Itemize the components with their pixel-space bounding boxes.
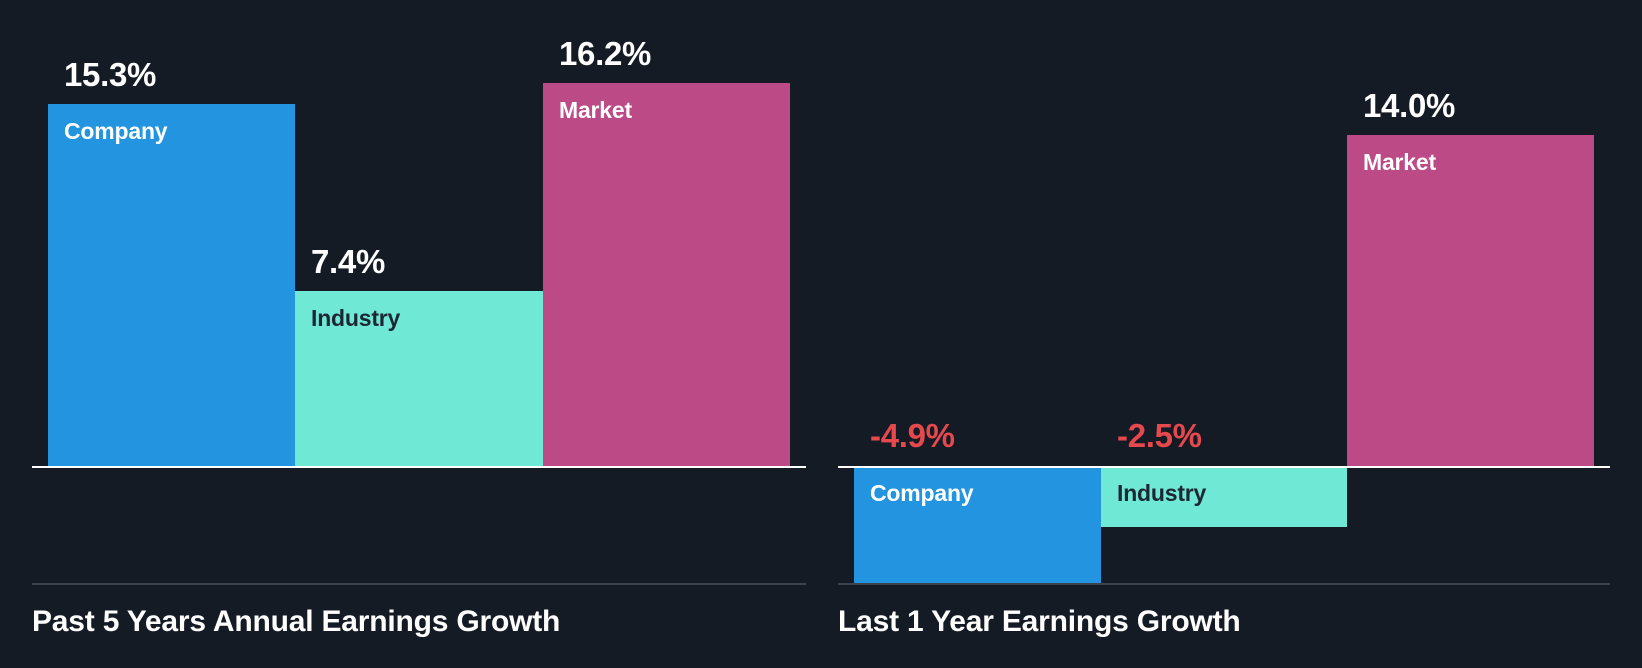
value-label-industry: -2.5% <box>1117 417 1202 454</box>
bar-label-market: Market <box>559 96 632 123</box>
bar-label-industry: Industry <box>311 304 401 331</box>
value-label-market: 14.0% <box>1363 86 1456 124</box>
bar-company: Company <box>854 468 1101 583</box>
chart-title: Past 5 Years Annual Earnings Growth <box>32 605 561 638</box>
bottom-divider <box>32 583 806 585</box>
chart-title: Last 1 Year Earnings Growth <box>838 605 1241 638</box>
bar-industry: Industry <box>1101 468 1347 528</box>
bar-industry: Industry <box>295 290 543 466</box>
value-label-company: 15.3% <box>64 56 157 94</box>
zero-axis-line <box>838 466 1610 468</box>
bar-company: Company <box>48 104 295 466</box>
bar-label-company: Company <box>64 118 168 145</box>
value-label-market: 16.2% <box>559 34 652 72</box>
bar-label-industry: Industry <box>1117 480 1207 506</box>
value-label-company: -4.9% <box>870 417 955 454</box>
zero-axis-line <box>32 466 806 468</box>
bottom-divider <box>838 583 1610 585</box>
bar-label-market: Market <box>1363 148 1436 175</box>
chart-past-5-years: Company 15.3% Industry 7.4% Market 16.2%… <box>0 0 820 668</box>
bar-label-company: Company <box>870 480 974 506</box>
bar-market: Market <box>1347 134 1594 466</box>
bar-market: Market <box>543 82 790 466</box>
value-label-industry: 7.4% <box>311 242 386 280</box>
